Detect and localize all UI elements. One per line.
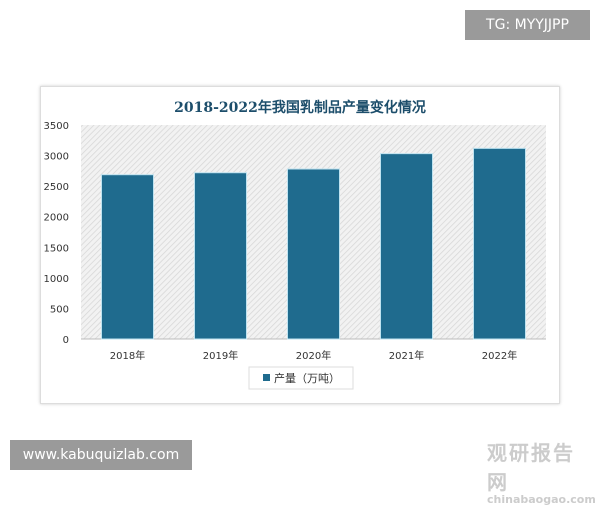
legend-box [248,366,354,390]
y-tick-label: 3000 [44,152,69,163]
y-tick-label: 1500 [44,243,69,254]
chart-title: 2018-2022年我国乳制品产量变化情况 [174,100,426,116]
bar-2020年 [287,168,340,340]
bar-chart: 0 500 1000 1500 2000 2500 3000 3500 2018年 2019年 20… [44,121,546,390]
tg-overlay: TG: MYYJJPP [465,10,590,40]
bar-2021年 [380,153,433,340]
x-tick-label: 2020年 [296,349,331,362]
watermark: 观研报告网 chinabaogao.com [453,437,596,506]
site-overlay: www.kabuquizlab.com [10,440,192,470]
bar-2019年 [194,172,247,340]
legend-label: 产量（万吨） [274,371,340,385]
x-tick-label: 2018年 [110,349,145,362]
bar-2022年 [473,147,526,340]
y-tick-label: 2500 [44,182,69,193]
x-tick-label: 2021年 [389,349,424,362]
y-tick-label: 1000 [44,274,69,285]
watermark-cn: 观研报告网 [487,441,575,494]
bar-2018年 [101,174,154,340]
chart-card: 2018-2022年我国乳制品产量变化情况 0 500 1000 1500 2000 25… [40,86,596,506]
x-tick-label: 2019年 [203,349,238,362]
legend-swatch [263,374,270,381]
watermark-en: chinabaogao.com [487,493,596,506]
x-tick-label: 2022年 [482,349,517,362]
y-tick-label: 3500 [44,121,69,132]
y-tick-label: 0 [63,335,69,346]
y-tick-label: 500 [50,304,69,315]
y-tick-label: 2000 [44,213,69,224]
